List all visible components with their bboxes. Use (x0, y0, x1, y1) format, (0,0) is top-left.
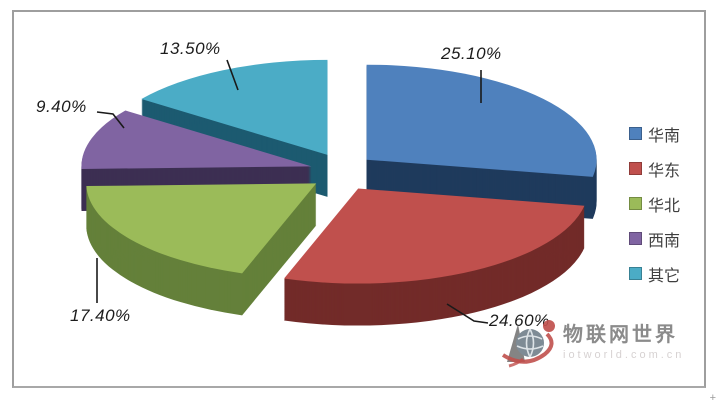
chart-legend: 华南 华东 华北 西南 其它 (629, 116, 680, 291)
pie-slice-西南 (81, 110, 312, 169)
legend-label: 西南 (648, 232, 681, 250)
legend-item-huabei: 华北 (629, 186, 680, 221)
pie-3d (81, 59, 597, 326)
legend-color-swatch (629, 127, 642, 140)
leader-lines (96, 59, 489, 324)
pie-slice-其它 (141, 59, 328, 155)
legend-item-huanan: 华南 (629, 116, 680, 151)
legend-color-swatch (629, 162, 642, 175)
pie-slice-华南 (366, 64, 597, 177)
pie-data-label-huadong: 24.60% (489, 311, 550, 330)
pie-data-label-huanan: 25.10% (441, 44, 502, 63)
pie-slice-华东 (284, 188, 585, 284)
leader-line-huadong (446, 303, 489, 324)
leader-line-qita (226, 59, 239, 91)
legend-item-huadong: 华东 (629, 151, 680, 186)
pie-data-label-qita: 13.50% (160, 39, 221, 58)
legend-color-swatch (629, 232, 642, 245)
corner-plus-mark: + (709, 392, 716, 404)
legend-item-xinan: 西南 (629, 221, 680, 256)
legend-label: 华北 (648, 197, 681, 215)
legend-item-qita: 其它 (629, 256, 680, 291)
pie-data-label-xinan: 9.40% (36, 97, 87, 116)
leader-line-xinan (96, 111, 125, 129)
legend-label: 其它 (648, 267, 681, 285)
legend-color-swatch (629, 267, 642, 280)
legend-color-swatch (629, 197, 642, 210)
legend-label: 华东 (648, 162, 681, 180)
pie-slice-华北 (86, 183, 317, 274)
legend-label: 华南 (648, 127, 681, 145)
pie-data-label-huabei: 17.40% (70, 306, 131, 325)
